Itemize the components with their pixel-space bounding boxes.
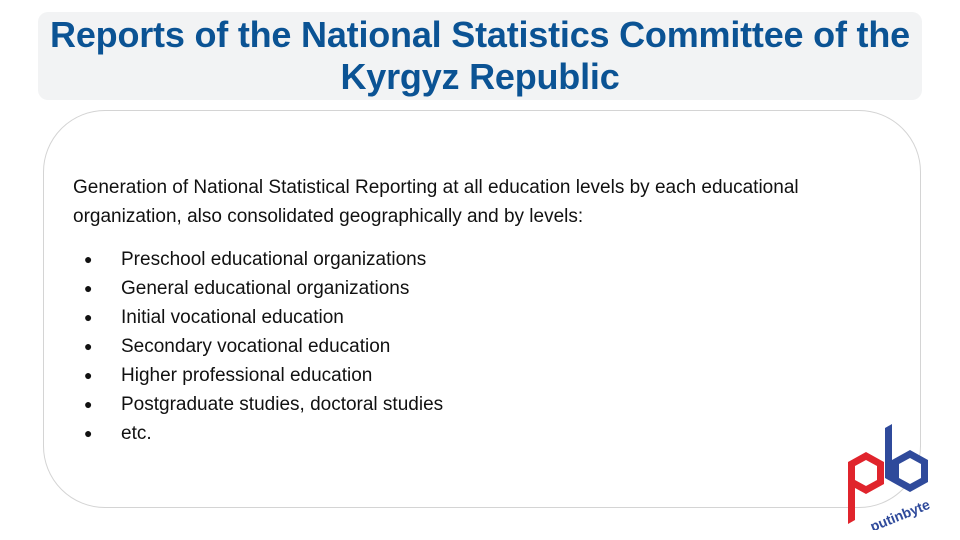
bullet-icon: ● [84, 396, 93, 412]
list-item: ● General educational organizations [74, 274, 443, 303]
list-item: ● Preschool educational organizations [74, 245, 443, 274]
bullet-icon: ● [84, 367, 93, 383]
bullet-icon: ● [84, 309, 93, 325]
list-item-label: Secondary vocational education [121, 336, 391, 357]
list-item-label: Preschool educational organizations [121, 249, 427, 270]
title-banner: Reports of the National Statistics Commi… [38, 12, 922, 100]
bullet-icon: ● [84, 251, 93, 267]
list-item-label: General educational organizations [121, 278, 410, 299]
logo-red-p-shape [848, 452, 884, 524]
list-item: ● etc. [74, 419, 443, 448]
slide-title: Reports of the National Statistics Commi… [50, 14, 910, 97]
putinbyte-logo-icon: putinbyte [848, 424, 933, 530]
list-item: ● Postgraduate studies, doctoral studies [74, 390, 443, 419]
bullet-icon: ● [84, 280, 93, 296]
logo-wordmark: putinbyte [868, 496, 933, 530]
bullet-icon: ● [84, 425, 93, 441]
list-item-label: etc. [121, 423, 152, 444]
logo-blue-b-shape [885, 424, 928, 492]
bullet-icon: ● [84, 338, 93, 354]
list-item-label: Postgraduate studies, doctoral studies [121, 394, 444, 415]
list-item: ● Secondary vocational education [74, 332, 443, 361]
list-item-label: Initial vocational education [121, 307, 344, 328]
list-item: ● Higher professional education [74, 361, 443, 390]
education-level-list: ● Preschool educational organizations ● … [74, 245, 443, 448]
list-item-label: Higher professional education [121, 365, 373, 386]
content-panel: Generation of National Statistical Repor… [43, 110, 921, 508]
intro-paragraph: Generation of National Statistical Repor… [73, 177, 799, 227]
list-item: ● Initial vocational education [74, 303, 443, 332]
